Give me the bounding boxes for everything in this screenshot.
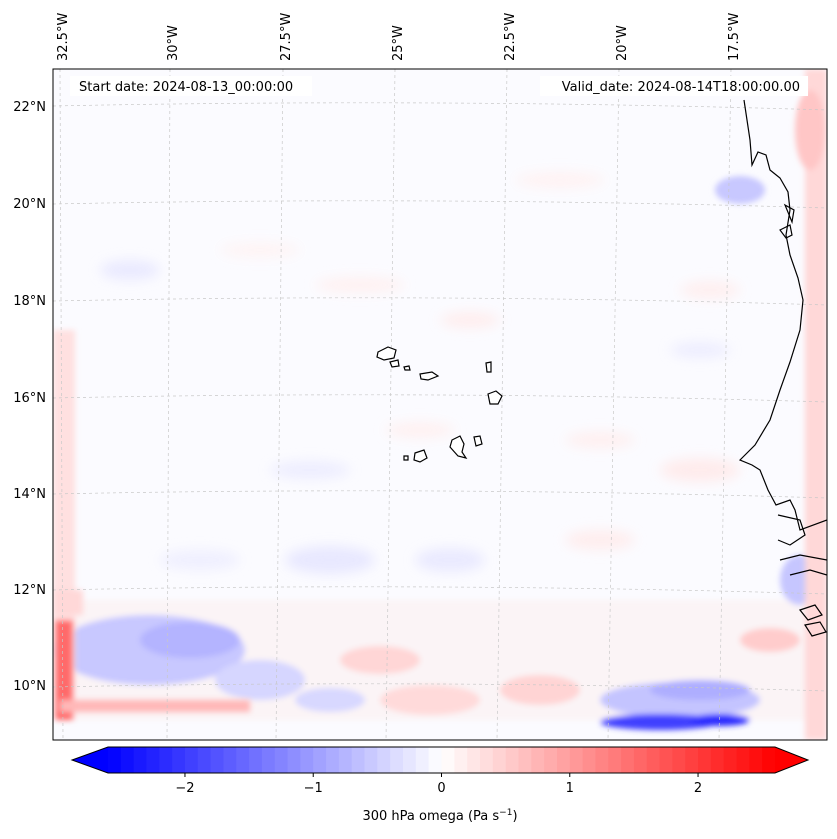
colorbar-cell <box>210 747 225 773</box>
colorbar-cell <box>159 747 173 773</box>
cape-verde-islands <box>376 346 503 463</box>
start-date-box <box>70 76 312 96</box>
colorbar-ticks: −2 −1 0 1 2 <box>175 773 702 796</box>
lon-label: 27.5°W <box>279 13 294 61</box>
colorbar-tick-label: −2 <box>175 781 194 796</box>
coastline <box>738 99 827 637</box>
latitude-labels: 22°N 20°N 18°N 16°N 14°N 12°N 10°N <box>13 100 46 694</box>
colorbar-cell <box>608 747 622 773</box>
colorbar-cell <box>723 747 738 773</box>
colorbar-cell <box>544 747 558 773</box>
colorbar-cell <box>582 747 597 773</box>
gridlines <box>53 69 827 740</box>
colorbar-extend-low <box>72 747 108 773</box>
colorbar-cell <box>633 747 648 773</box>
colorbar-cell <box>531 747 545 773</box>
colorbar-outline <box>70 746 810 774</box>
colorbar-cell <box>146 747 160 773</box>
colorbar-cell <box>672 747 686 773</box>
colorbar-cell <box>749 747 763 773</box>
lat-label: 22°N <box>13 100 46 115</box>
colorbar-cell <box>108 747 122 773</box>
colorbar-cell <box>454 747 468 773</box>
colorbar-cells <box>72 747 808 773</box>
map-frame <box>52 68 828 741</box>
colorbar-cell <box>569 747 584 773</box>
colorbar-cell <box>313 747 327 773</box>
colorbar-cell <box>595 747 609 773</box>
omega-field <box>53 69 827 740</box>
colorbar-extend-high <box>775 747 808 773</box>
colorbar-tick-label: 2 <box>694 781 702 796</box>
colorbar-label: 300 hPa omega (Pa s−1) <box>362 808 517 824</box>
colorbar-cell <box>467 747 481 773</box>
colorbar-cell <box>261 747 276 773</box>
colorbar-cell <box>762 747 776 773</box>
valid-date-label: Valid_date: 2024-08-14T18:00:00.00 <box>562 80 800 95</box>
colorbar-cell <box>736 747 750 773</box>
colorbar-cell <box>274 747 289 773</box>
colorbar-cell <box>621 747 635 773</box>
colorbar-cell <box>120 747 135 773</box>
colorbar-cell <box>492 747 507 773</box>
map-panel <box>53 69 827 740</box>
lon-label: 17.5°W <box>727 13 742 61</box>
colorbar-cell <box>223 747 237 773</box>
colorbar-cell <box>184 747 199 773</box>
lat-label: 20°N <box>13 197 46 212</box>
colorbar-cell <box>390 747 404 773</box>
lon-label: 25°W <box>391 25 406 61</box>
colorbar-cell <box>403 747 417 773</box>
colorbar-cell <box>479 747 494 773</box>
colorbar-cell <box>441 747 455 773</box>
colorbar-tick-label: 0 <box>437 781 445 796</box>
colorbar-cell <box>710 747 725 773</box>
start-date-label: Start date: 2024-08-13_00:00:00 <box>79 80 293 95</box>
colorbar-cell <box>236 747 250 773</box>
colorbar-cell <box>518 747 532 773</box>
lat-label: 18°N <box>13 294 46 309</box>
lat-label: 14°N <box>13 487 46 502</box>
lat-label: 12°N <box>13 583 46 598</box>
colorbar-cell <box>351 747 366 773</box>
longitude-labels: 32.5°W 30°W 27.5°W 25°W 22.5°W 20°W 17.5… <box>56 13 742 61</box>
colorbar-cell <box>659 747 673 773</box>
colorbar-cell <box>377 747 391 773</box>
colorbar-cell <box>338 747 353 773</box>
valid-date-box <box>540 76 808 96</box>
colorbar-cell <box>326 747 340 773</box>
colorbar-cell <box>428 747 443 773</box>
colorbar-cell <box>364 747 378 773</box>
lon-label: 20°W <box>615 25 630 61</box>
lon-label: 22.5°W <box>503 13 518 61</box>
colorbar-cell <box>197 747 212 773</box>
colorbar-cell <box>646 747 661 773</box>
lon-label: 32.5°W <box>56 13 71 61</box>
colorbar-cell <box>287 747 302 773</box>
colorbar-tick-label: 1 <box>566 781 574 796</box>
colorbar-cell <box>698 747 712 773</box>
colorbar-cell <box>556 747 571 773</box>
colorbar-tick-label: −1 <box>304 781 323 796</box>
colorbar-cell <box>172 747 186 773</box>
colorbar: −2 −1 0 1 2 300 hPa omega (Pa s−1) <box>70 746 810 824</box>
colorbar-cell <box>415 747 430 773</box>
lon-label: 30°W <box>166 25 181 61</box>
colorbar-cell <box>685 747 699 773</box>
lat-label: 10°N <box>13 679 46 694</box>
colorbar-cell <box>505 747 520 773</box>
colorbar-cell <box>249 747 263 773</box>
colorbar-cell <box>133 747 148 773</box>
colorbar-cell <box>300 747 314 773</box>
lat-label: 16°N <box>13 391 46 406</box>
